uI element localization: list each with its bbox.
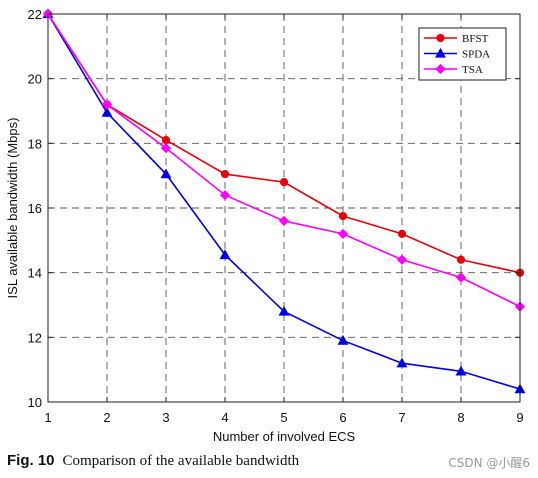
y-tick-label: 12 [28,330,42,345]
y-tick-label: 22 [28,7,42,22]
data-point-tsa [337,228,349,239]
data-point-spda [396,357,408,368]
data-point-spda [278,305,290,316]
x-tick-label: 4 [221,410,228,425]
x-tick-label: 6 [339,410,346,425]
series-tsa [42,8,526,312]
x-tick-label: 8 [457,410,464,425]
data-point-tsa [396,254,408,265]
y-tick-label: 14 [28,266,42,281]
legend-item-tsa: TSA [424,63,483,76]
legend-marker-bfst [436,33,445,43]
legend-item-bfst: BFST [424,33,489,45]
data-point-spda [337,334,349,345]
data-point-spda [101,106,113,117]
caption-text: Comparison of the available bandwidth [62,453,300,469]
watermark: CSDN @小醒6 [448,456,530,470]
y-tick-label: 16 [28,201,42,216]
data-point-tsa [455,272,467,283]
data-point-tsa [278,215,290,227]
data-point-tsa [101,99,113,110]
data-point-tsa [219,189,231,201]
data-point-spda [160,168,172,179]
y-axis-title: ISL available bandwidth (Mbps) [5,118,20,299]
grid-lines [48,14,520,402]
x-tick-label: 1 [44,410,51,425]
x-tick-labels: 1 2 3 4 5 6 7 8 9 [44,410,523,425]
y-tick-label: 10 [28,395,42,410]
figure-number: Fig. 10 [7,452,55,469]
plot-frame [47,13,521,403]
series-layer [42,8,526,394]
data-point-spda [455,365,467,376]
data-point-bfst [338,211,348,221]
legend-label-tsa: TSA [462,64,483,76]
x-axis-title: Number of involved ECS [213,429,356,444]
data-point-bfst [397,229,407,238]
legend-marker-spda [435,47,446,58]
y-tick-label: 18 [28,136,42,151]
x-tick-label: 5 [280,410,287,425]
legend-label-bfst: BFST [462,33,489,45]
x-tick-label: 9 [516,410,523,425]
data-point-tsa [160,143,172,154]
x-tick-label: 7 [398,410,405,425]
y-tick-label: 20 [28,72,42,87]
data-point-bfst [279,178,289,187]
x-tick-label: 3 [162,410,169,425]
data-point-bfst [161,136,171,145]
y-tick-labels: 10 12 14 16 18 20 22 [28,7,42,410]
data-point-bfst [220,169,230,179]
x-tick-label: 2 [103,410,110,425]
legend-item-spda: SPDA [424,47,490,61]
legend-marker-tsa [435,63,446,75]
data-point-bfst [456,255,466,264]
data-point-spda [219,249,231,260]
figure-caption: Fig. 10 Comparison of the available bandw… [7,452,299,470]
legend-label-spda: SPDA [462,49,490,61]
legend: BFST SPDA TSA [418,27,507,81]
